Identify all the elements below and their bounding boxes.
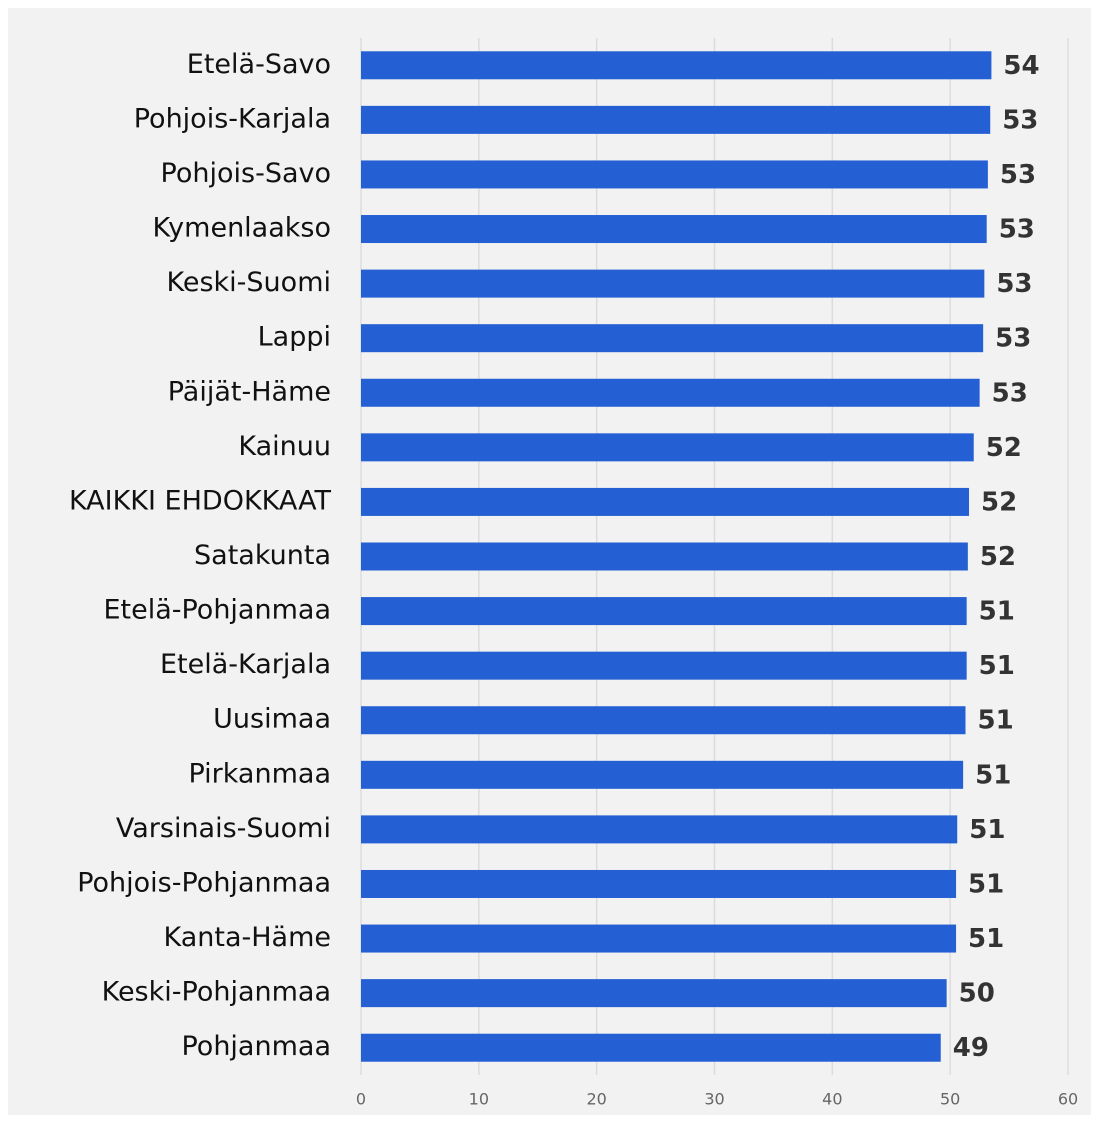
bar — [361, 433, 974, 462]
bar — [361, 1033, 941, 1062]
y-tick-label: Etelä-Savo — [187, 49, 331, 80]
y-tick-label: Etelä-Pohjanmaa — [103, 595, 331, 626]
bar — [361, 269, 985, 298]
y-tick-label: Varsinais-Suomi — [116, 813, 331, 844]
bar — [361, 597, 967, 626]
y-tick-label: Päijät-Häme — [168, 376, 331, 407]
value-label: 51 — [979, 597, 1015, 627]
bar — [361, 979, 947, 1008]
y-tick-label: Keski-Suomi — [167, 267, 332, 298]
value-label: 52 — [980, 542, 1016, 572]
bar — [361, 160, 988, 189]
bar — [361, 51, 992, 80]
value-label: 53 — [999, 215, 1035, 245]
y-tick-label: Kainuu — [238, 431, 331, 462]
value-label: 53 — [1000, 160, 1036, 190]
bar — [361, 706, 966, 735]
y-tick-label: Pohjois-Pohjanmaa — [77, 867, 331, 898]
bar — [361, 487, 970, 516]
y-tick-label: Etelä-Karjala — [160, 649, 331, 680]
value-label: 49 — [953, 1033, 989, 1063]
y-tick-label: Pohjois-Karjala — [134, 103, 331, 134]
y-tick-label: Uusimaa — [213, 704, 331, 735]
x-tick-label: 60 — [1058, 1090, 1078, 1109]
bar — [361, 924, 957, 953]
x-tick-label: 10 — [469, 1090, 489, 1109]
bar — [361, 324, 984, 353]
x-tick-label: 50 — [940, 1090, 960, 1109]
y-tick-label: Kanta-Häme — [163, 922, 331, 953]
bar — [361, 378, 980, 407]
value-label: 51 — [969, 815, 1005, 845]
bar — [361, 815, 958, 844]
value-label: 51 — [975, 760, 1011, 790]
value-label: 51 — [979, 651, 1015, 681]
y-tick-label: Pirkanmaa — [188, 758, 331, 789]
bar — [361, 215, 987, 244]
value-label: 51 — [968, 869, 1004, 899]
y-tick-label: Satakunta — [194, 540, 331, 571]
value-label: 53 — [995, 324, 1031, 354]
value-label: 53 — [996, 269, 1032, 299]
bar — [361, 105, 991, 134]
value-label: 53 — [1002, 105, 1038, 135]
value-label: 54 — [1003, 51, 1039, 81]
value-label: 51 — [977, 706, 1013, 736]
x-tick-label: 0 — [356, 1090, 366, 1109]
value-label: 53 — [992, 378, 1028, 408]
y-tick-label: Kymenlaakso — [152, 213, 331, 244]
y-tick-label: Pohjanmaa — [181, 1031, 331, 1062]
bar — [361, 542, 968, 571]
y-tick-label: KAIKKI EHDOKKAAT — [69, 485, 332, 516]
bar — [361, 651, 967, 680]
y-tick-label: Keski-Pohjanmaa — [102, 977, 331, 1008]
value-label: 50 — [959, 979, 995, 1009]
y-tick-label: Pohjois-Savo — [161, 158, 331, 189]
bar — [361, 869, 957, 898]
x-tick-label: 30 — [704, 1090, 724, 1109]
y-tick-label: Lappi — [258, 322, 331, 353]
bar — [361, 760, 964, 789]
value-label: 52 — [981, 487, 1017, 517]
value-label: 52 — [986, 433, 1022, 463]
x-tick-label: 40 — [822, 1090, 842, 1109]
value-label: 51 — [968, 924, 1004, 954]
x-tick-label: 20 — [586, 1090, 606, 1109]
